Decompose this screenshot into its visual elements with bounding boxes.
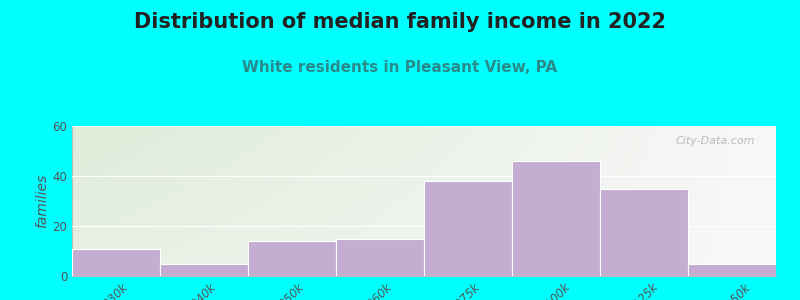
Text: Distribution of median family income in 2022: Distribution of median family income in … bbox=[134, 12, 666, 32]
Bar bbox=[160, 263, 248, 276]
Text: City-Data.com: City-Data.com bbox=[675, 136, 755, 146]
Bar bbox=[336, 238, 424, 276]
Bar bbox=[512, 161, 600, 276]
Bar bbox=[600, 188, 688, 276]
Text: White residents in Pleasant View, PA: White residents in Pleasant View, PA bbox=[242, 60, 558, 75]
Y-axis label: families: families bbox=[35, 174, 50, 228]
Bar bbox=[424, 181, 512, 276]
Bar bbox=[72, 248, 160, 276]
Bar bbox=[248, 241, 336, 276]
Bar bbox=[688, 263, 776, 276]
